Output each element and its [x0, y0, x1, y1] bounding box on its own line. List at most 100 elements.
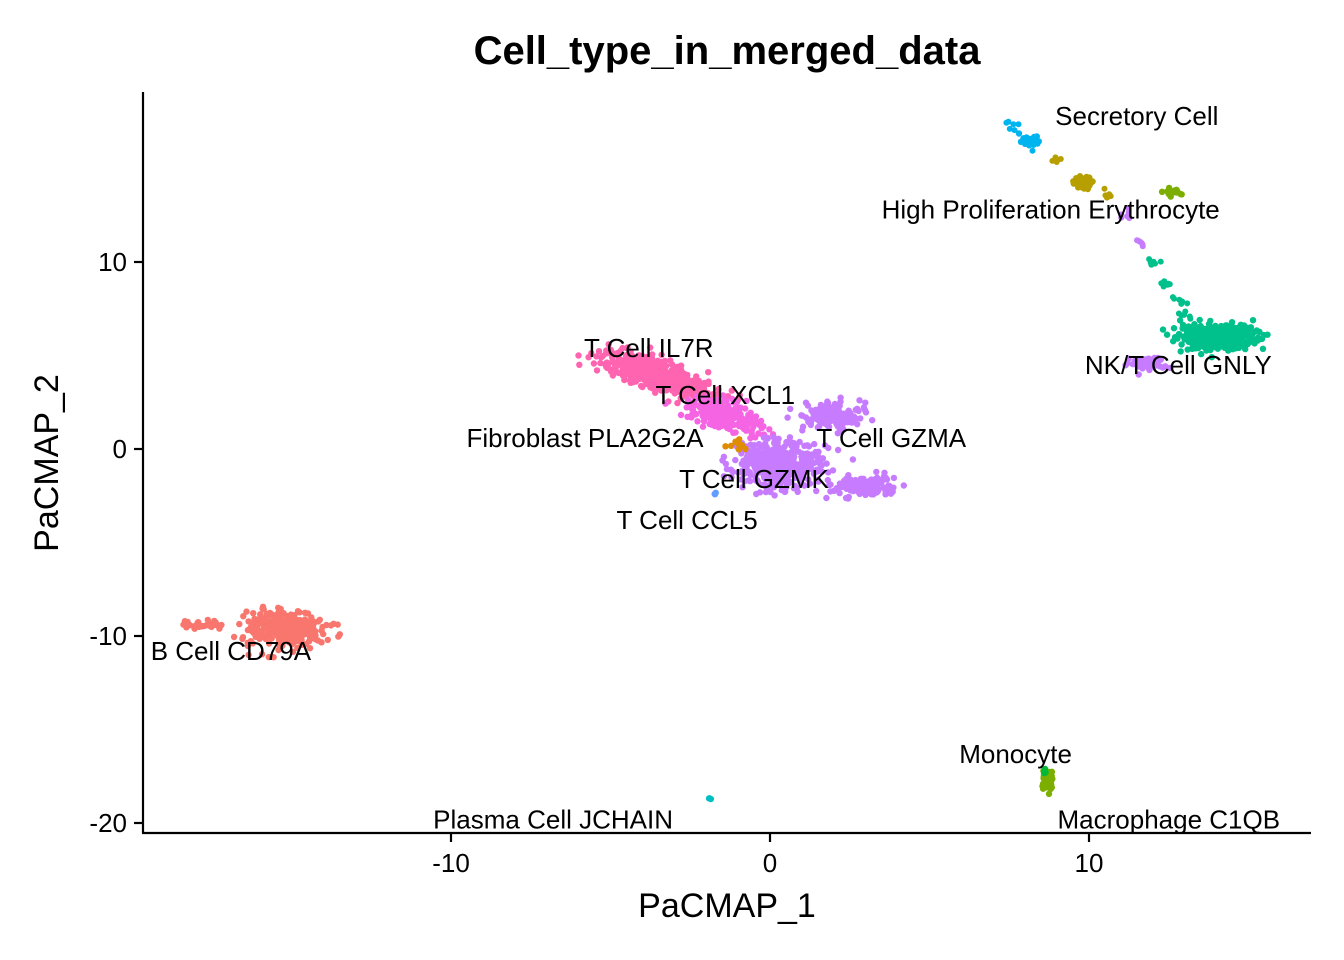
data-point	[805, 418, 812, 426]
data-point	[1189, 337, 1196, 345]
data-point	[730, 399, 737, 406]
data-point	[745, 477, 752, 484]
data-point	[602, 350, 610, 357]
data-point	[714, 396, 722, 403]
data-point	[770, 483, 777, 490]
data-point	[689, 382, 696, 389]
data-point	[793, 484, 801, 491]
data-point	[595, 348, 603, 355]
data-point	[621, 376, 628, 384]
data-point	[673, 363, 681, 370]
data-point	[699, 423, 707, 430]
data-point	[267, 631, 274, 638]
data-point	[1218, 327, 1226, 334]
data-point	[288, 641, 296, 648]
data-point	[694, 418, 701, 425]
data-point	[1177, 348, 1184, 355]
data-point	[277, 615, 284, 622]
data-point	[860, 478, 867, 485]
data-point	[811, 440, 818, 448]
data-point	[797, 473, 805, 480]
data-point	[877, 476, 884, 484]
data-point	[646, 358, 653, 366]
data-point	[1045, 777, 1053, 784]
data-point	[210, 621, 217, 629]
data-point	[1184, 300, 1191, 307]
data-point	[1158, 188, 1166, 195]
data-point	[821, 442, 829, 449]
cluster-label: T Cell XCL1	[655, 380, 795, 410]
cluster-label: High Proliferation Erythrocyte	[882, 195, 1220, 225]
data-point	[882, 491, 889, 498]
data-point	[307, 619, 315, 627]
data-point	[1159, 326, 1167, 333]
data-point	[335, 633, 342, 640]
data-point	[813, 487, 820, 495]
data-point	[194, 620, 201, 627]
data-point	[754, 476, 761, 484]
data-point	[279, 642, 286, 649]
data-point	[245, 651, 252, 659]
data-point	[768, 466, 775, 474]
data-point	[1076, 176, 1083, 182]
data-point	[249, 640, 256, 647]
data-point	[728, 387, 735, 394]
data-point	[790, 439, 797, 447]
data-point	[801, 482, 808, 489]
data-point	[278, 626, 286, 633]
data-point	[1253, 336, 1260, 343]
data-point	[1257, 335, 1265, 343]
data-point	[662, 400, 669, 407]
data-point	[814, 476, 821, 483]
data-point	[597, 359, 604, 367]
data-point	[747, 471, 754, 478]
data-point	[817, 401, 825, 409]
data-point	[706, 403, 713, 410]
data-point	[732, 456, 739, 464]
data-point	[294, 608, 302, 615]
data-point	[759, 466, 766, 473]
data-point	[873, 468, 880, 476]
data-point	[644, 377, 652, 384]
data-point	[736, 422, 743, 430]
data-point	[605, 341, 612, 348]
data-point	[672, 377, 679, 384]
data-point	[1106, 191, 1113, 198]
data-point	[604, 364, 611, 372]
data-point	[758, 452, 766, 459]
data-point	[1154, 359, 1161, 367]
data-point	[720, 453, 728, 460]
data-point	[623, 358, 630, 366]
data-point	[758, 425, 765, 432]
data-point	[707, 397, 714, 404]
data-point	[853, 480, 860, 488]
data-point	[762, 476, 770, 483]
data-point	[1163, 331, 1171, 338]
data-point	[626, 377, 634, 384]
x-tick-label: 0	[763, 848, 777, 878]
data-point	[656, 373, 663, 380]
data-point	[799, 412, 806, 419]
data-point	[637, 373, 644, 380]
data-point	[754, 455, 761, 463]
data-point	[827, 481, 834, 488]
data-point	[837, 394, 844, 401]
data-point	[823, 460, 830, 467]
data-point	[869, 417, 876, 424]
data-point	[1186, 332, 1193, 340]
data-point	[1206, 324, 1214, 331]
data-point	[310, 625, 317, 633]
data-point	[1212, 324, 1220, 332]
data-point	[881, 469, 888, 476]
data-point	[814, 415, 821, 423]
data-point	[1142, 361, 1149, 368]
data-point	[771, 492, 778, 499]
data-point	[1159, 364, 1167, 371]
data-point	[658, 351, 665, 358]
data-point	[835, 411, 842, 418]
data-point	[711, 404, 718, 411]
data-point	[1249, 317, 1257, 324]
data-point	[616, 357, 623, 364]
data-point	[293, 637, 300, 645]
data-point	[1198, 350, 1205, 358]
